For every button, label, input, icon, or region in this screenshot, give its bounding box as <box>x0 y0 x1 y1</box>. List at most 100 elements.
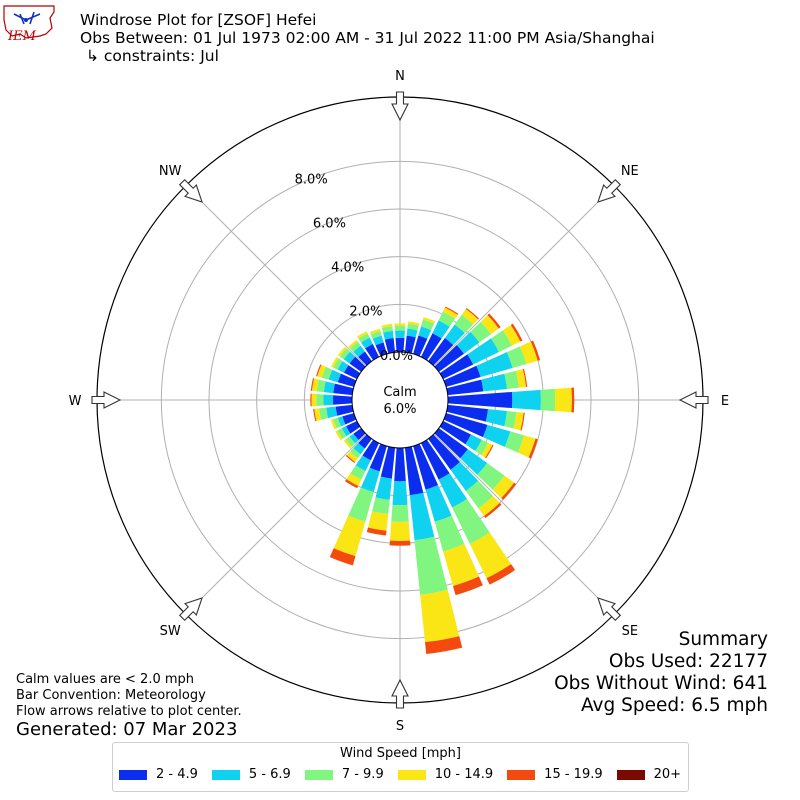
windrose-bar-segment <box>443 365 481 387</box>
windrose-bar-segment <box>333 417 341 429</box>
windrose-bar-segment <box>357 331 368 339</box>
windrose-bar-segment <box>486 564 516 585</box>
windrose-bar-segment <box>337 361 349 373</box>
windrose-bar-segment <box>504 431 525 453</box>
grid-spoke <box>185 433 367 615</box>
windrose-bar-segment <box>319 407 329 420</box>
flow-arrow-icon <box>91 391 122 409</box>
windrose-bar-segment <box>345 455 356 464</box>
windrose-bar-segment <box>428 337 454 366</box>
windrose-bar-segment <box>394 325 406 331</box>
windrose-bar-segment <box>446 379 484 396</box>
legend-swatch <box>507 769 536 780</box>
windrose-bar-segment <box>513 412 524 431</box>
windrose-bar-segment <box>375 342 387 357</box>
windrose-bar-segment <box>571 387 575 413</box>
windrose-bar-segment <box>443 543 479 586</box>
windrose-bar-segment <box>394 323 406 326</box>
windrose-bar-segment <box>348 339 358 349</box>
windrose-bar-segment <box>333 358 343 370</box>
legend-swatch <box>211 769 240 780</box>
windrose-bar-segment <box>554 387 572 413</box>
windrose-bar-segment <box>413 443 439 490</box>
windrose-bar-segment <box>452 576 483 596</box>
windrose-bar-segment <box>332 395 353 405</box>
windrose-bar-segment <box>366 527 387 536</box>
windrose-bar-segment <box>343 351 356 364</box>
windrose-bar-segment <box>491 330 512 352</box>
windrose-bar-segment <box>391 504 409 522</box>
windrose-bar-segment <box>413 335 428 357</box>
grid-spoke <box>185 185 367 367</box>
windrose-bar-segment <box>330 419 337 430</box>
windrose-bar-segment <box>337 416 346 427</box>
windrose-bar-segment <box>335 404 354 416</box>
legend-items: 2 - 4.9 5 - 6.9 7 - 9.9 10 - 14.9 15 - 19.9 2… <box>119 767 685 782</box>
grid-spoke <box>433 433 615 615</box>
bar-convention-note: Bar Convention: Meteorology <box>16 688 206 703</box>
flow-arrow-icon <box>391 91 409 122</box>
windrose-bar-segment <box>438 473 467 508</box>
windrose-bar-segment <box>522 368 528 387</box>
windrose-bar-segment <box>360 467 380 493</box>
windrose-bar-segment <box>540 388 556 412</box>
legend-item: 5 - 6.9 <box>211 767 295 782</box>
legend-swatch <box>397 769 426 780</box>
legend-label: 7 - 9.9 <box>341 767 384 782</box>
direction-label: NE <box>621 164 639 179</box>
windrose-bar-segment <box>358 434 372 449</box>
windrose-bar-segment <box>482 424 511 447</box>
iem-logo: IEM <box>0 0 60 44</box>
windrose-bar-segment <box>425 636 463 654</box>
windrose-bar-segment <box>375 476 392 500</box>
windrose-bar-segment <box>310 378 315 391</box>
windrose-bar-segment <box>317 364 326 378</box>
windrose-bar-segment <box>350 341 361 352</box>
windrose-bar-segment <box>420 589 460 643</box>
windrose-bar-segment <box>349 433 359 444</box>
windrose-bar-segment <box>404 335 416 354</box>
windrose-bar-segment <box>350 448 361 459</box>
windrose-bar-segment <box>353 345 365 357</box>
windrose-bar-segment <box>520 412 525 431</box>
windrose-bar-segment <box>353 428 366 441</box>
ring-label: 6.0% <box>313 217 346 232</box>
legend-label: 2 - 4.9 <box>156 767 198 782</box>
windrose-bar-segment <box>337 346 347 357</box>
legend-label: 20+ <box>653 767 682 782</box>
flow-arrow-icon <box>178 178 203 203</box>
windrose-bar-segment <box>333 383 354 396</box>
windrose-bar-segment <box>418 326 432 339</box>
windrose-bar-segment <box>439 420 472 445</box>
windrose-bar-segment <box>349 356 366 372</box>
legend-item: 2 - 4.9 <box>119 767 202 782</box>
windrose-bar-segment <box>478 496 500 517</box>
legend-swatch <box>616 769 645 780</box>
windrose-bar-segment <box>383 330 394 340</box>
windrose-bar-segment <box>409 492 435 541</box>
windrose-bar-segment <box>447 391 513 409</box>
windrose-bar-segment <box>434 428 468 459</box>
windrose-bar-segment <box>439 354 474 380</box>
direction-label: W <box>69 394 82 409</box>
windrose-bar-segment <box>311 378 319 392</box>
windrose-bar-segment <box>370 330 382 339</box>
flow-arrow-icon <box>678 391 709 409</box>
windrose-bar-segment <box>404 446 424 496</box>
windrose-bar-segment <box>485 444 494 459</box>
windrose-bar-segment <box>428 434 460 470</box>
windrose-bar-segment <box>407 323 419 331</box>
windrose-bar-segment <box>380 446 396 479</box>
windrose-bar-segment <box>350 465 366 480</box>
direction-label: E <box>721 394 729 409</box>
windrose-bar-segment <box>316 364 322 377</box>
legend-item: 7 - 9.9 <box>304 767 388 782</box>
windrose-bar-segment <box>484 502 502 519</box>
windrose-bar-segment <box>517 435 536 458</box>
windrose-bar-segment <box>343 365 361 380</box>
windrose-bar-segment <box>355 455 371 472</box>
summary-avg-speed: Avg Speed: 6.5 mph <box>580 695 768 716</box>
windrose-bar-segment <box>434 345 464 372</box>
windrose-bar-segment <box>481 442 493 458</box>
legend-item: 15 - 19.9 <box>507 767 606 782</box>
